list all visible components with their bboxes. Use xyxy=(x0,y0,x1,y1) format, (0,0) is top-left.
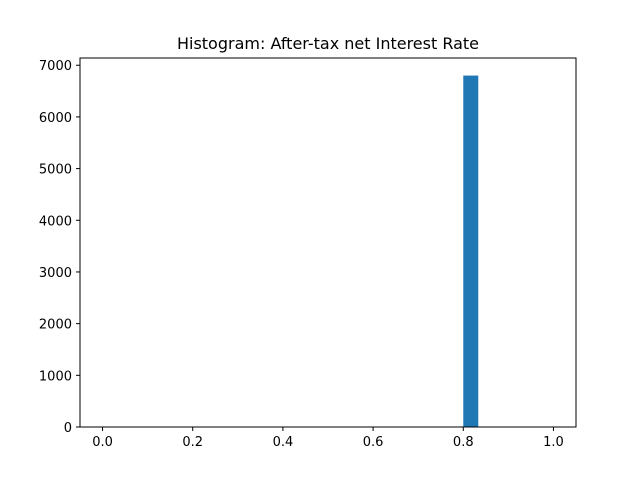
y-axis: 0 1000 2000 3000 4000 5000 6000 7000 xyxy=(39,59,80,436)
y-tick-label: 7000 xyxy=(39,59,72,74)
y-tick-label: 1000 xyxy=(39,369,72,384)
y-tick-label: 0 xyxy=(64,421,72,436)
x-tick-label: 0.0 xyxy=(92,435,113,450)
y-tick-label: 3000 xyxy=(39,266,72,281)
x-tick-label: 0.2 xyxy=(182,435,203,450)
x-tick-label: 1.0 xyxy=(543,435,564,450)
x-tick-label: 0.8 xyxy=(453,435,474,450)
x-tick-label: 0.4 xyxy=(273,435,294,450)
plot-frame xyxy=(79,57,577,428)
x-axis: 0.0 0.2 0.4 0.6 0.8 1.0 xyxy=(92,427,564,450)
bars-group xyxy=(463,75,479,428)
chart-title: Histogram: After-tax net Interest Rate xyxy=(177,34,479,53)
y-tick-label: 2000 xyxy=(39,318,72,333)
y-tick-label: 4000 xyxy=(39,214,72,229)
y-tick-label: 6000 xyxy=(39,111,72,126)
histogram-bar-0 xyxy=(463,75,479,428)
y-tick-label: 5000 xyxy=(39,163,72,178)
x-tick-label: 0.6 xyxy=(363,435,384,450)
